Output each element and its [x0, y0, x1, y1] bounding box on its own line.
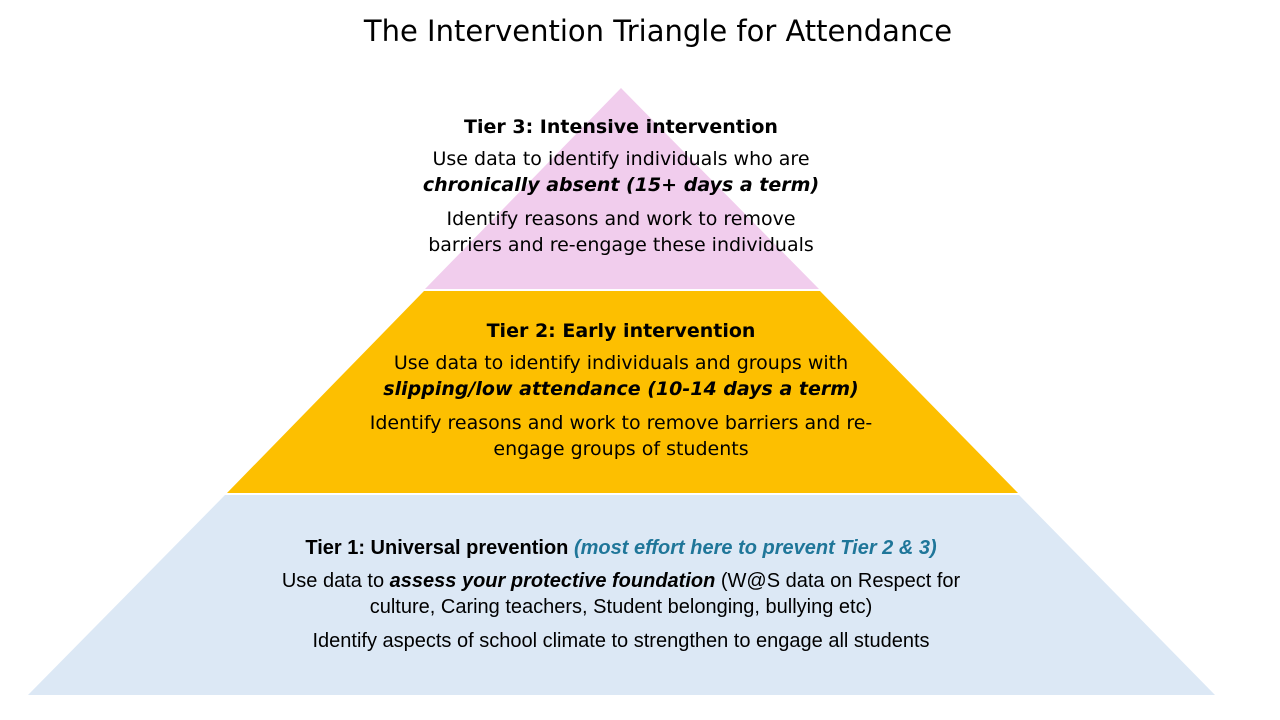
tier3-paragraph1: Use data to identify individuals who are…	[371, 146, 871, 198]
tier2-band	[227, 291, 1018, 493]
tier2-heading: Tier 2: Early intervention	[486, 320, 756, 342]
tier3-band	[425, 88, 819, 289]
tier1-p1-line1: Use data to assess your protective found…	[221, 568, 1021, 594]
tier1-band	[28, 495, 1215, 695]
tier3-p2-line1: Identify reasons and work to remove	[446, 208, 796, 230]
tier1-p1-line2: culture, Caring teachers, Student belong…	[369, 596, 873, 618]
tier1-p1-pre: Use data to	[281, 570, 390, 592]
tier1-paragraph2: Identify aspects of school climate to st…	[221, 628, 1021, 654]
tier1-p2-line1: Identify aspects of school climate to st…	[312, 630, 930, 652]
tier2-text: Tier 2: Early intervention Use data to i…	[321, 320, 921, 470]
tier2-paragraph2: Identify reasons and work to remove barr…	[321, 410, 921, 462]
tier1-heading-note: (most effort here to prevent Tier 2 & 3)	[573, 537, 937, 559]
tier3-text: Tier 3: Intensive intervention Use data …	[371, 116, 871, 266]
tier1-p1-emphasis: assess your protective foundation	[389, 570, 716, 592]
tier3-p1-emphasis: chronically absent (15+ days a term)	[422, 174, 820, 196]
tier1-heading-row: Tier 1: Universal prevention (most effor…	[221, 537, 1021, 560]
tier2-paragraph1: Use data to identify individuals and gro…	[321, 350, 921, 402]
tier2-p1-emphasis: slipping/low attendance (10-14 days a te…	[383, 378, 859, 400]
tier2-p2-line2: engage groups of students	[493, 438, 749, 460]
tier3-paragraph2: Identify reasons and work to remove barr…	[371, 206, 871, 258]
slide-title: The Intervention Triangle for Attendance	[363, 14, 953, 48]
tier1-heading: Tier 1: Universal prevention	[305, 537, 569, 559]
tier1-text: Tier 1: Universal prevention (most effor…	[221, 537, 1021, 662]
tier1-p1-post: (W@S data on Respect for	[715, 570, 961, 592]
tier2-p2-line1: Identify reasons and work to remove barr…	[369, 412, 873, 434]
tier3-heading: Tier 3: Intensive intervention	[464, 116, 778, 138]
tier2-p1-line1: Use data to identify individuals and gro…	[393, 352, 849, 374]
tier1-paragraph1: Use data to assess your protective found…	[221, 568, 1021, 620]
tier3-p2-line2: barriers and re-engage these individuals	[428, 234, 814, 256]
tier3-p1-line1: Use data to identify individuals who are	[432, 148, 810, 170]
